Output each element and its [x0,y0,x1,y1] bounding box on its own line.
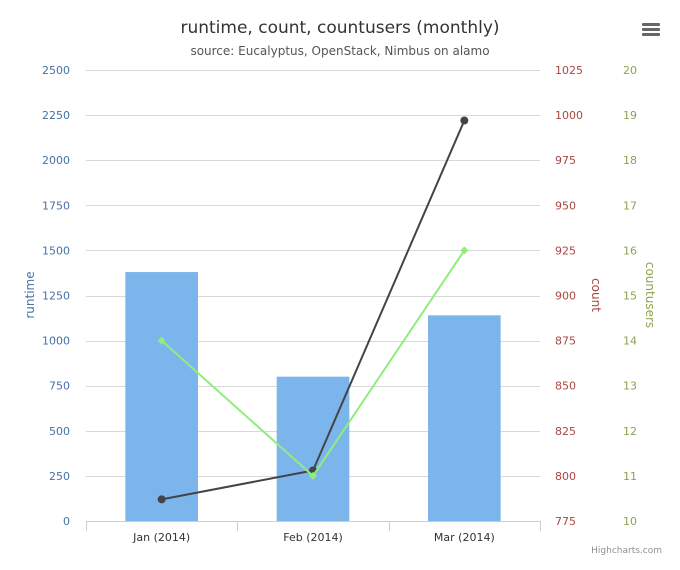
y-tick-label-runtime: 1000 [42,335,70,348]
y-tick-label-count: 850 [555,380,576,393]
y-tick-label-runtime: 750 [49,380,70,393]
y-axis-label-runtime: runtime [23,271,37,318]
y-tick-label-countusers: 10 [623,515,637,528]
point-countusers[interactable] [157,336,166,345]
y-tick-label-count: 775 [555,515,576,528]
chart-subtitle: source: Eucalyptus, OpenStack, Nimbus on… [190,44,489,58]
y-tick-label-runtime: 250 [49,470,70,483]
hamburger-menu-icon [642,23,660,36]
y-tick-label-count: 925 [555,244,576,257]
y-tick-label-count: 1025 [555,64,583,77]
x-axis: Jan (2014) Feb (2014) Mar (2014) [86,521,541,544]
x-tick-label: Mar (2014) [434,531,495,544]
point-count[interactable] [460,116,469,125]
bar-series [125,272,501,521]
bar-runtime[interactable] [428,315,501,521]
point-countusers[interactable] [460,246,469,255]
y-axis-label-count: count [589,278,603,312]
x-tick-label: Feb (2014) [283,531,343,544]
y-tick-label-runtime: 1500 [42,244,70,257]
y-tick-label-count: 875 [555,335,576,348]
y-tick-label-countusers: 11 [623,470,637,483]
chart-title: runtime, count, countusers (monthly) [180,18,499,38]
y-tick-label-runtime: 1750 [42,199,70,212]
menu-button[interactable] [638,16,664,40]
y-tick-label-count: 950 [555,199,576,212]
y-tick-label-runtime: 0 [63,515,70,528]
y-tick-label-countusers: 17 [623,199,637,212]
y-axis-label-countusers: countusers [643,262,657,328]
y-tick-label-countusers: 15 [623,290,637,303]
y-tick-label-count: 975 [555,154,576,167]
y-tick-label-count: 800 [555,470,576,483]
y-tick-label-countusers: 18 [623,154,637,167]
credits-link[interactable]: Highcharts.com [591,546,662,556]
y-tick-label-countusers: 12 [623,425,637,438]
point-countusers[interactable] [309,471,317,480]
y-tick-label-runtime: 1250 [42,290,70,303]
y-tick-label-countusers: 13 [623,380,637,393]
y-tick-label-count: 1000 [555,109,583,122]
y-tick-label-count: 825 [555,425,576,438]
y-tick-label-countusers: 20 [623,64,637,77]
y-tick-label-countusers: 19 [623,109,637,122]
bar-runtime[interactable] [276,376,350,521]
y-axis-runtime: 0 250 500 750 1000 1250 1500 1750 2000 2250 2500 [42,64,70,528]
point-count[interactable] [157,495,166,504]
y-tick-label-countusers: 14 [623,335,637,348]
y-tick-label-runtime: 2000 [42,154,70,167]
y-tick-label-runtime: 2500 [42,64,70,77]
line-series [157,116,469,504]
y-tick-label-runtime: 2250 [42,109,70,122]
y-tick-label-count: 900 [555,290,576,303]
y-axis-count: 775 800 825 850 875 900 925 950 975 1000 1025 [555,64,583,528]
y-axis-countusers: 10 11 12 13 14 15 16 17 18 19 20 [623,64,637,528]
x-tick-label: Jan (2014) [132,531,190,544]
bar-runtime[interactable] [125,272,198,521]
y-tick-label-runtime: 500 [49,425,70,438]
y-tick-label-countusers: 16 [623,244,637,257]
